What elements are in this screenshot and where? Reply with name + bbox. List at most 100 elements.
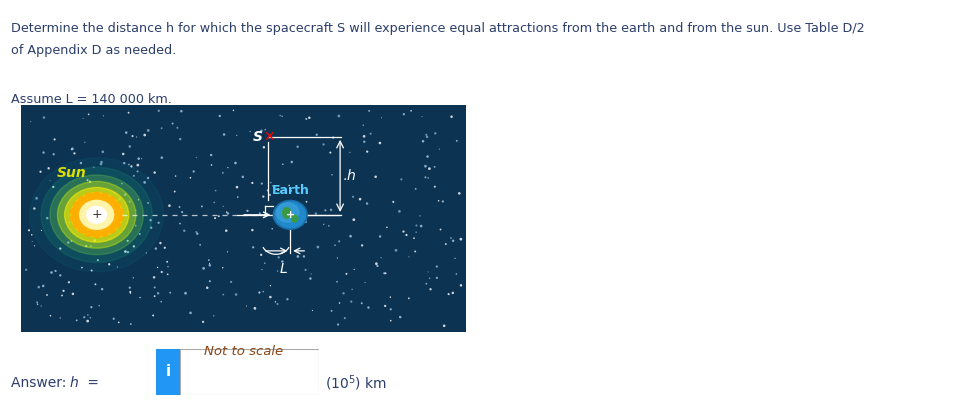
Point: [111, 207, 126, 213]
Point: [41, 165, 56, 172]
Point: [117, 160, 132, 166]
Circle shape: [276, 203, 299, 222]
Point: [202, 260, 217, 267]
Point: [274, 113, 289, 119]
Point: [48, 268, 63, 274]
Point: [161, 202, 177, 209]
Point: [435, 198, 451, 205]
Text: of Appendix D as needed.: of Appendix D as needed.: [11, 44, 177, 57]
Point: [154, 125, 169, 131]
Point: [418, 280, 434, 287]
Point: [359, 200, 374, 207]
Point: [363, 131, 378, 137]
Point: [299, 116, 314, 122]
Point: [83, 314, 98, 321]
Point: [445, 237, 460, 244]
Text: h: h: [347, 169, 355, 183]
Point: [154, 269, 169, 275]
Point: [140, 200, 156, 206]
Point: [418, 131, 434, 138]
Point: [337, 315, 352, 321]
Point: [432, 146, 447, 152]
Point: [86, 164, 101, 170]
Point: [130, 168, 145, 174]
Point: [151, 220, 166, 226]
Point: [203, 152, 219, 158]
Polygon shape: [71, 192, 123, 238]
Point: [80, 177, 96, 183]
Point: [78, 243, 94, 249]
Point: [43, 312, 58, 319]
Point: [379, 224, 394, 231]
Point: [376, 270, 392, 276]
Point: [131, 156, 146, 162]
Point: [383, 318, 398, 324]
Point: [115, 181, 130, 187]
Point: [88, 281, 103, 287]
Point: [449, 271, 464, 277]
Point: [18, 266, 33, 273]
Point: [196, 319, 211, 325]
Circle shape: [65, 187, 129, 242]
Point: [151, 108, 166, 114]
Point: [415, 138, 431, 145]
Point: [111, 319, 126, 326]
Point: [401, 295, 416, 301]
Point: [74, 264, 90, 271]
Point: [372, 140, 388, 146]
Point: [126, 172, 141, 179]
Ellipse shape: [283, 208, 290, 218]
Text: Not to scale: Not to scale: [204, 345, 283, 357]
Point: [253, 251, 268, 258]
Point: [94, 161, 109, 167]
Point: [96, 112, 111, 119]
Point: [265, 183, 280, 189]
Point: [374, 114, 390, 121]
Point: [143, 224, 159, 231]
Point: [263, 294, 278, 300]
Circle shape: [80, 200, 114, 229]
Point: [84, 304, 99, 310]
Point: [308, 210, 324, 217]
Point: [206, 313, 222, 319]
Point: [202, 262, 218, 268]
Point: [24, 232, 39, 238]
Point: [378, 270, 393, 276]
Point: [186, 168, 202, 174]
Point: [95, 286, 110, 292]
Point: [30, 301, 45, 307]
Point: [126, 243, 141, 249]
Point: [239, 303, 254, 309]
Point: [281, 224, 296, 230]
Text: Answer:: Answer:: [11, 376, 72, 390]
Point: [229, 184, 244, 190]
Point: [452, 190, 467, 197]
Point: [107, 189, 122, 196]
Text: +: +: [92, 208, 102, 221]
Point: [254, 128, 269, 134]
Point: [343, 233, 358, 239]
Point: [408, 248, 423, 255]
Point: [331, 113, 347, 119]
Point: [211, 213, 226, 219]
Point: [303, 275, 318, 282]
Point: [42, 177, 57, 184]
Point: [316, 141, 331, 147]
Point: [121, 161, 137, 168]
Point: [282, 182, 297, 189]
Point: [337, 176, 352, 182]
Point: [256, 193, 271, 200]
Point: [433, 226, 448, 233]
Point: [36, 150, 52, 156]
Point: [64, 238, 79, 244]
Point: [354, 242, 370, 249]
Point: [158, 245, 173, 251]
Point: [290, 143, 306, 150]
Point: [80, 318, 96, 324]
Point: [61, 279, 76, 285]
Point: [240, 208, 255, 214]
Point: [112, 196, 127, 202]
Point: [202, 278, 218, 285]
Point: [216, 291, 231, 298]
Point: [265, 215, 281, 221]
